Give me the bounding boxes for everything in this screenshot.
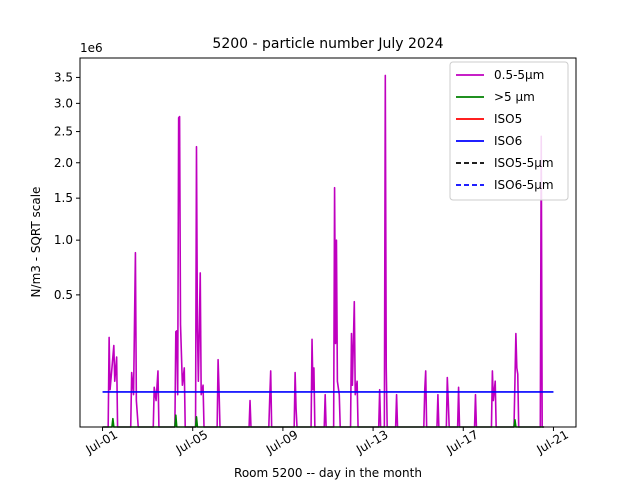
legend-label: ISO5-5µm <box>494 156 554 170</box>
y-offset-label: 1e6 <box>80 41 103 55</box>
legend-label: ISO6 <box>494 134 522 148</box>
legend-label: ISO5 <box>494 112 522 126</box>
x-tick-label: Jul-13 <box>353 427 390 457</box>
series-line-5-m <box>102 414 545 428</box>
plot-frame <box>79 57 577 428</box>
y-tick-label: 2.5 <box>54 125 73 139</box>
x-tick-label: Jul-17 <box>443 427 480 457</box>
x-tick-label: Jul-05 <box>173 427 210 457</box>
legend-label: 0.5-5µm <box>494 68 544 82</box>
x-tick-label: Jul-21 <box>534 427 571 457</box>
y-tick-label: 1.0 <box>54 233 73 247</box>
y-axis-label: N/m3 - SQRT scale <box>29 187 43 298</box>
y-tick-label: 2.0 <box>54 156 73 170</box>
y-tick-label: 1.5 <box>54 191 73 205</box>
chart-title: 5200 - particle number July 2024 <box>212 36 443 52</box>
x-tick-label: Jul-01 <box>83 427 120 457</box>
y-tick-label: 3.5 <box>54 70 73 84</box>
y-tick-label: 0.5 <box>54 288 73 302</box>
x-tick-label: Jul-09 <box>263 427 300 457</box>
y-tick-label: 3.0 <box>54 96 73 110</box>
legend-label: >5 µm <box>494 90 535 104</box>
legend: 0.5-5µm >5 µm ISO5 ISO6 ISO5-5µm ISO6-5µm <box>449 61 569 201</box>
x-axis-label: Room 5200 -- day in the month <box>234 466 422 480</box>
legend-label: ISO6-5µm <box>494 178 554 192</box>
